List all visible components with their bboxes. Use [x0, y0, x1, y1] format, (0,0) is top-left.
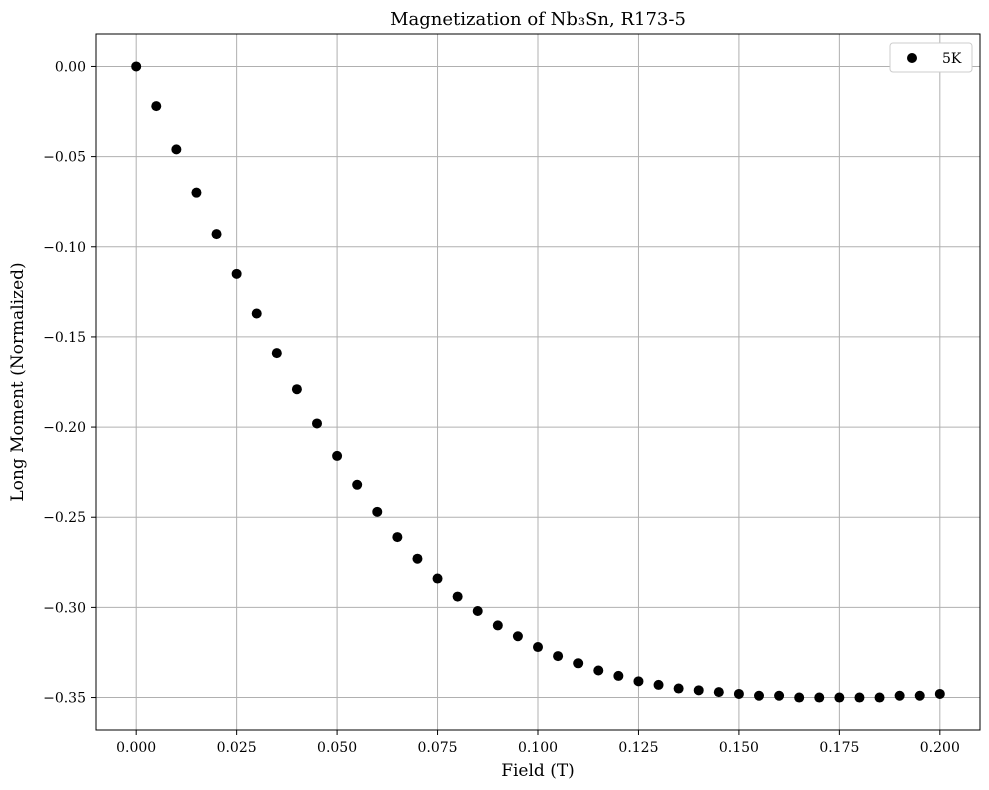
data-point	[171, 144, 182, 155]
legend-label: 5K	[942, 51, 962, 67]
data-point	[211, 229, 222, 240]
data-point	[372, 506, 383, 517]
data-point	[412, 553, 423, 564]
data-point	[553, 651, 564, 662]
legend-box	[889, 42, 973, 73]
x-tick-label: 0.000	[116, 740, 156, 756]
y-tick-label: −0.30	[43, 600, 86, 616]
data-point	[472, 605, 483, 616]
y-tick-label: −0.15	[43, 330, 86, 346]
y-tick-label: −0.20	[43, 420, 86, 436]
x-tick-label: 0.200	[920, 740, 960, 756]
data-point	[131, 61, 142, 72]
x-tick-label: 0.050	[317, 740, 357, 756]
x-tick-label: 0.175	[819, 740, 859, 756]
y-tick-label: −0.05	[43, 150, 86, 166]
y-axis-label: Long Moment (Normalized)	[8, 262, 28, 501]
data-point	[894, 690, 905, 701]
data-point	[834, 692, 845, 703]
chart-title: Magnetization of Nb₃Sn, R173-5	[390, 9, 686, 30]
data-point	[332, 450, 343, 461]
data-point	[934, 688, 945, 699]
data-point	[251, 308, 262, 319]
x-tick-label: 0.125	[618, 740, 658, 756]
data-point	[573, 658, 584, 669]
y-axis-ticks: 0.00 −0.05 −0.10 −0.15 −0.20 −0.25 −0.30 −0.35	[43, 59, 96, 707]
data-point	[693, 685, 704, 696]
data-point	[512, 631, 523, 642]
data-point	[914, 690, 925, 701]
x-tick-label: 0.150	[719, 740, 759, 756]
data-point	[653, 679, 664, 690]
data-point	[754, 690, 764, 701]
x-tick-label: 0.025	[217, 740, 257, 756]
y-tick-label: −0.25	[43, 510, 86, 526]
data-point	[794, 692, 805, 703]
x-axis-ticks: 0.000 0.025 0.050 0.075 0.100 0.125 0.150 0.175…	[116, 730, 960, 756]
data-point	[733, 688, 744, 699]
data-point	[673, 683, 684, 694]
data-point	[452, 591, 463, 602]
data-point	[593, 665, 604, 676]
grid-lines	[96, 34, 980, 730]
data-points	[131, 61, 945, 703]
data-point	[191, 187, 202, 198]
data-point	[633, 676, 644, 687]
data-point	[231, 268, 242, 279]
data-point	[814, 692, 825, 703]
data-point	[392, 532, 403, 543]
data-point	[533, 642, 543, 653]
data-point	[613, 670, 624, 681]
data-point	[874, 692, 885, 703]
y-tick-label: −0.10	[43, 240, 86, 256]
data-point	[432, 573, 443, 584]
x-tick-label: 0.100	[518, 740, 558, 756]
data-point	[854, 692, 865, 703]
data-point	[271, 348, 282, 359]
legend: 5K	[889, 42, 973, 73]
data-point	[492, 620, 503, 631]
y-tick-label: 0.00	[55, 59, 86, 75]
y-tick-label: −0.35	[43, 691, 86, 707]
x-tick-label: 0.075	[417, 740, 457, 756]
data-point	[713, 687, 724, 698]
data-point	[291, 384, 302, 395]
legend-marker	[907, 53, 917, 63]
x-axis-label: Field (T)	[501, 761, 575, 781]
data-point	[352, 479, 363, 490]
data-point	[151, 101, 162, 112]
data-point	[312, 418, 322, 429]
data-point	[774, 690, 785, 701]
